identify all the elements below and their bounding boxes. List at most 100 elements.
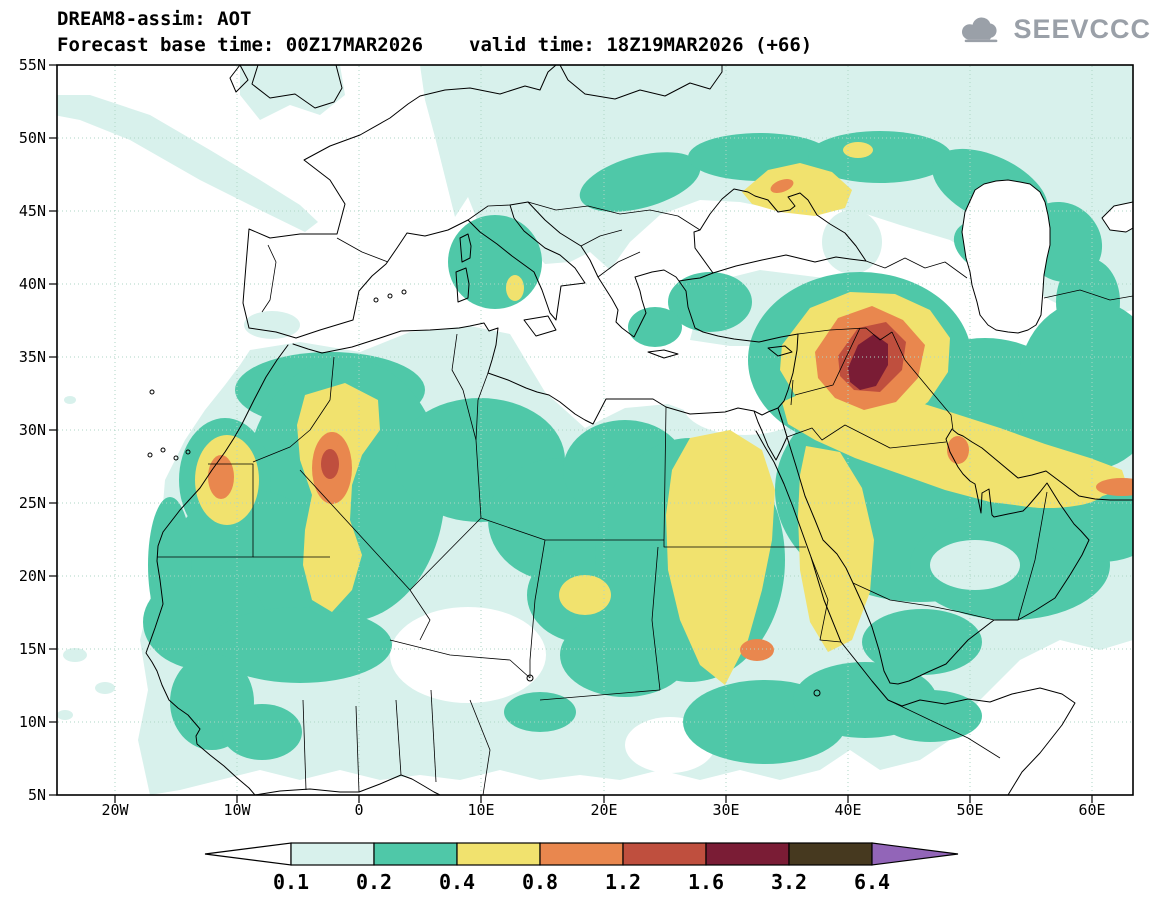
lat-tick-label: 30N xyxy=(18,421,46,439)
border-layer-shape xyxy=(302,699,307,791)
border-layer-shape xyxy=(597,251,641,278)
aot-fill-layer-shape xyxy=(843,142,873,158)
coastline-layer-shape xyxy=(292,280,799,425)
aot-fill-layer xyxy=(57,65,1133,795)
colorbar-level-label: 0.4 xyxy=(438,870,476,894)
lat-tick-label: 40N xyxy=(18,275,46,293)
colorbar-seg-3.2-6.4 xyxy=(788,842,873,866)
aot-fill-layer-shape xyxy=(628,307,682,347)
border-layer-shape xyxy=(865,257,968,279)
aot-fill-layer-shape xyxy=(240,65,345,120)
map-frame xyxy=(56,64,1134,796)
coastline-layer-shape xyxy=(647,349,679,359)
border-layer-shape xyxy=(651,546,661,691)
coastline-layer-shape xyxy=(523,315,557,337)
aot-fill-layer-shape xyxy=(962,180,1050,333)
caspian-sea xyxy=(961,179,1051,334)
border-layer-shape xyxy=(777,407,788,438)
coastline-layer-shape xyxy=(373,297,379,303)
aot-fill-layer-shape xyxy=(862,609,982,675)
lon-tick-label: 20W xyxy=(101,801,129,819)
coastline-layer-shape xyxy=(251,65,343,109)
border-layer-shape xyxy=(252,356,335,463)
aot-fill-layer-shape xyxy=(321,449,339,479)
aot-fill-layer-shape xyxy=(1056,258,1120,346)
coastline-layer-shape xyxy=(185,449,191,455)
border-layer-shape xyxy=(790,379,794,406)
colorbar-seg-1.2-1.6 xyxy=(622,842,707,866)
lon-tick-label: 20E xyxy=(590,801,618,819)
coastline-layer-shape xyxy=(254,774,441,795)
border-layer-shape xyxy=(467,204,511,221)
aot-fill-layer-shape xyxy=(148,497,192,633)
border-layer-shape xyxy=(887,699,1001,759)
aot-fill-layer-shape xyxy=(1102,202,1133,232)
coastline-layer-shape xyxy=(813,689,821,697)
aot-fill-layer-shape xyxy=(878,690,982,742)
border-layer xyxy=(157,201,1133,795)
aot-fill-layer-shape xyxy=(770,179,794,193)
arabia-coast xyxy=(786,428,1090,685)
colorbar-level-label: 1.2 xyxy=(604,870,642,894)
border-layer-shape xyxy=(480,517,664,541)
aot-fill-layer-shape xyxy=(559,575,611,615)
border-layer-shape xyxy=(409,589,431,641)
border-layer-shape xyxy=(299,469,411,591)
colorbar-seg-1.6-3.2 xyxy=(705,842,790,866)
coastline-layer-shape xyxy=(401,289,407,295)
aot-fill-layer-shape xyxy=(390,607,546,703)
aot-fill-layer-shape xyxy=(63,648,87,662)
border-layer-shape xyxy=(395,699,402,776)
colorbar-seg-0.8-1.2 xyxy=(539,842,624,866)
border-layer-shape xyxy=(529,539,546,678)
grid-layer xyxy=(58,66,1132,794)
cloud-icon-shape xyxy=(965,39,998,42)
border-layer-shape xyxy=(409,389,482,591)
lat-tick-label: 25N xyxy=(18,494,46,512)
colorbar-level-label: 0.1 xyxy=(272,870,310,894)
border-layer-shape xyxy=(336,237,389,263)
aot-fill-layer-shape xyxy=(208,607,392,683)
aot-fill-layer-shape xyxy=(506,275,524,301)
aot-fill-layer-shape xyxy=(244,311,300,339)
title-block: DREAM8-assim: AOT Forecast base time: 00… xyxy=(57,6,812,58)
lon-tick-label: 40E xyxy=(834,801,862,819)
base-time-text: Forecast base time: 00Z17MAR2026 xyxy=(57,34,424,56)
border-layer-shape xyxy=(797,327,893,341)
coastline-layer-shape xyxy=(160,447,166,453)
aot-fill-layer-shape xyxy=(222,704,302,760)
coastline-layer-shape xyxy=(295,201,586,339)
coastline-layer-shape xyxy=(149,389,155,395)
lat-tick-label: 55N xyxy=(18,56,46,74)
lat-tick-label: 15N xyxy=(18,640,46,658)
colorbar-right-arrow xyxy=(871,842,959,866)
border-layer-shape xyxy=(389,639,531,679)
lat-tick-label: 45N xyxy=(18,202,46,220)
lon-tick-label: 10W xyxy=(223,801,251,819)
lat-tick-label: 20N xyxy=(18,567,46,585)
logo-text: SEEVCCC xyxy=(1013,14,1151,44)
lon-tick-label: 0 xyxy=(354,801,364,819)
lat-tick-label: 35N xyxy=(18,348,46,366)
border-layer-shape xyxy=(469,699,491,795)
border-layer-shape xyxy=(157,463,254,558)
border-layer-shape xyxy=(527,201,701,231)
colorbar-seg-0.1-0.2 xyxy=(290,842,375,866)
lat-tick-label: 10N xyxy=(18,713,46,731)
colorbar-level-label: 0.2 xyxy=(355,870,393,894)
chart-subtitle: Forecast base time: 00Z17MAR2026 valid t… xyxy=(57,32,812,58)
lon-tick-label: 10E xyxy=(467,801,495,819)
aot-fill-layer-shape xyxy=(947,436,969,464)
aot-fill-layer-shape xyxy=(668,272,752,332)
border-layer-shape xyxy=(355,705,360,793)
lat-tick-label: 50N xyxy=(18,129,46,147)
aot-fill-layer-shape xyxy=(208,455,234,499)
coastline-layer-shape xyxy=(459,233,472,263)
colorbar-seg-0.2-0.4 xyxy=(373,842,458,866)
red-sea-coast xyxy=(755,430,1076,795)
lon-tick-label: 30E xyxy=(712,801,740,819)
coastline-layer-shape xyxy=(173,455,179,461)
aot-fill-layer-shape xyxy=(740,639,774,661)
coastline-layer-shape xyxy=(387,293,393,299)
border-layer-shape xyxy=(852,582,995,621)
